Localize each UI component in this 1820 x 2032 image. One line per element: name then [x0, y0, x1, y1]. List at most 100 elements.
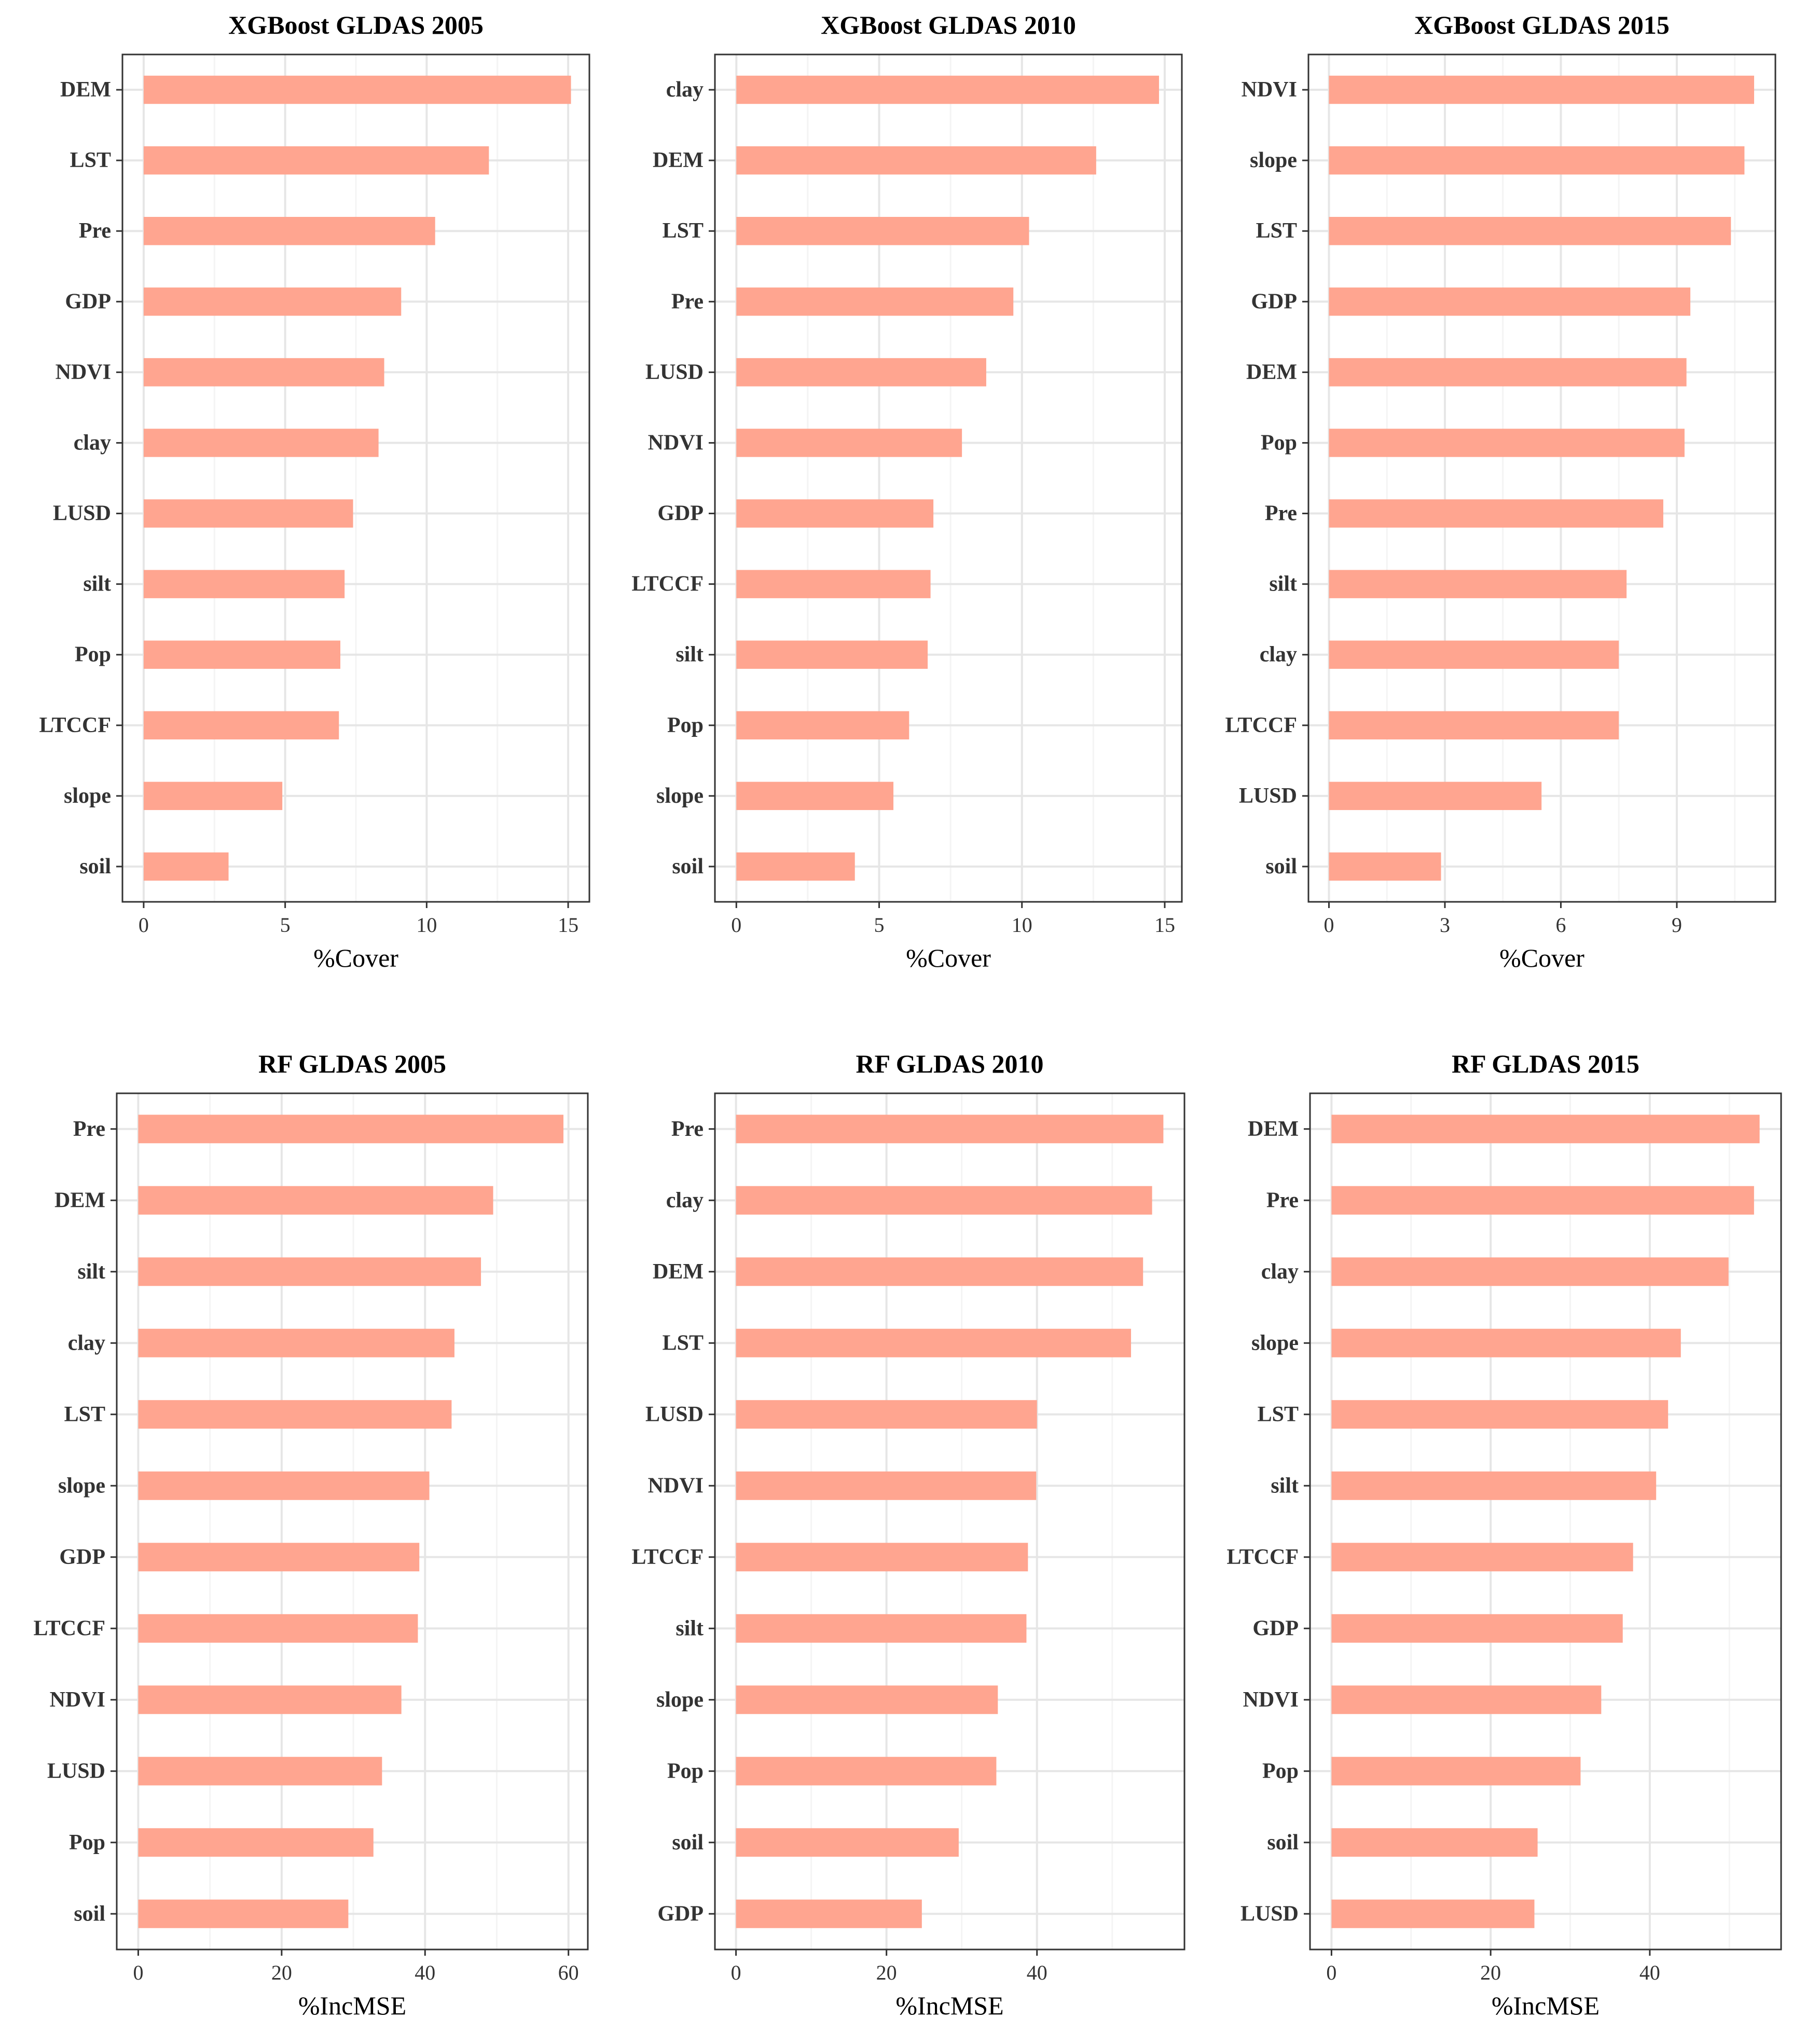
y-tick-label: LST	[1258, 1403, 1299, 1426]
bar-clay	[736, 1186, 1152, 1215]
y-tick-label: slope	[1251, 1331, 1299, 1355]
x-tick-label: 15	[558, 913, 578, 937]
bar-lusd	[143, 499, 353, 528]
bar-pop	[736, 1756, 997, 1786]
x-tick-label: 0	[139, 913, 149, 937]
y-tick-label: DEM	[653, 1260, 704, 1284]
panel-frame	[714, 53, 1183, 903]
bar-silt	[736, 1614, 1027, 1643]
y-tick-label: silt	[83, 572, 111, 596]
bar-soil	[138, 1899, 349, 1928]
panel-title: XGBoost GLDAS 2015	[1414, 10, 1670, 39]
bar-pre	[736, 1115, 1164, 1144]
bar-ltccf	[736, 1543, 1028, 1572]
bar-silt	[1329, 570, 1627, 598]
y-tick-label: silt	[1271, 1474, 1299, 1498]
x-tick-label: 20	[876, 1961, 897, 1984]
bar-ltccf	[143, 711, 339, 740]
bar-lusd	[1331, 1899, 1535, 1928]
y-tick-label: NDVI	[648, 1474, 704, 1498]
x-axis-label: %IncMSE	[298, 1991, 406, 2020]
y-tick-label: slope	[64, 784, 111, 808]
x-tick-label: 9	[1672, 913, 1682, 937]
bar-soil	[1329, 852, 1441, 881]
y-tick-label: NDVI	[648, 431, 704, 455]
bar-clay	[1331, 1257, 1729, 1286]
y-tick-label: soil	[79, 855, 111, 878]
bar-pop	[143, 640, 340, 669]
bar-gdp	[138, 1543, 420, 1572]
y-tick-label: clay	[666, 78, 704, 102]
panel-1: DEM LST Pre GDP NDVI clay LUSD silt Pop LTCCF slop…	[39, 10, 590, 972]
y-tick-label: silt	[675, 1616, 704, 1640]
bar-ndvi	[736, 429, 962, 457]
bar-lst	[736, 1328, 1132, 1357]
y-tick-label: clay	[68, 1331, 105, 1355]
x-tick-label: 10	[416, 913, 437, 937]
bar-silt	[143, 570, 345, 598]
y-tick-label: GDP	[657, 502, 704, 526]
x-tick-label: 40	[1027, 1961, 1047, 1984]
y-tick-label: Pre	[79, 219, 111, 243]
panel-title: RF GLDAS 2015	[1452, 1049, 1639, 1078]
panel-frame	[1309, 1092, 1782, 1951]
y-tick-label: LTCCF	[34, 1616, 106, 1640]
y-tick-label: Pre	[671, 290, 704, 313]
y-tick-label: soil	[1265, 855, 1297, 878]
y-tick-label: Pop	[69, 1831, 105, 1855]
bar-lst	[143, 146, 489, 175]
panel-title: RF GLDAS 2005	[258, 1049, 446, 1078]
bar-pre	[1329, 499, 1663, 528]
x-tick-label: 60	[558, 1961, 579, 1984]
x-tick-label: 6	[1556, 913, 1566, 937]
y-tick-label: DEM	[653, 148, 704, 172]
y-tick-label: LTCCF	[632, 572, 704, 596]
x-axis-label: %Cover	[1499, 943, 1584, 972]
bar-slope	[1331, 1328, 1681, 1357]
bar-ltccf	[138, 1614, 418, 1643]
y-tick-label: Pop	[1261, 431, 1297, 455]
y-tick-label: slope	[58, 1474, 105, 1498]
bar-slope	[143, 781, 283, 811]
y-tick-label: NDVI	[1243, 1688, 1299, 1712]
x-tick-label: 40	[415, 1961, 435, 1984]
x-tick-label: 0	[1326, 1961, 1336, 1984]
bar-clay	[143, 429, 379, 457]
y-tick-label: NDVI	[56, 360, 111, 384]
y-tick-label: silt	[675, 643, 704, 667]
bar-silt	[736, 640, 928, 669]
y-tick-label: Pop	[75, 643, 111, 667]
bar-silt	[1331, 1471, 1657, 1500]
bar-dem	[736, 146, 1096, 175]
y-tick-label: LST	[1256, 219, 1297, 243]
x-tick-label: 10	[1012, 913, 1032, 937]
bar-slope	[138, 1471, 430, 1500]
bar-clay	[1329, 640, 1619, 669]
y-tick-label: LTCCF	[39, 713, 112, 737]
y-tick-label: LTCCF	[632, 1545, 704, 1569]
bar-gdp	[143, 287, 402, 316]
bar-ndvi	[138, 1685, 402, 1714]
bar-pop	[736, 711, 909, 740]
y-tick-label: LST	[663, 219, 704, 243]
bar-soil	[736, 1828, 959, 1857]
y-tick-label: GDP	[59, 1545, 105, 1569]
y-tick-label: clay	[74, 431, 111, 455]
y-tick-label: slope	[1250, 148, 1297, 172]
y-tick-label: silt	[77, 1260, 105, 1284]
x-tick-label: 0	[1323, 913, 1334, 937]
y-tick-label: clay	[1261, 1260, 1299, 1284]
bar-pop	[138, 1828, 374, 1857]
y-tick-label: DEM	[60, 78, 111, 102]
bar-ltccf	[1331, 1543, 1633, 1572]
x-tick-label: 40	[1639, 1961, 1660, 1984]
bar-soil	[143, 852, 229, 881]
y-tick-label: Pre	[1266, 1188, 1299, 1212]
y-tick-label: GDP	[65, 290, 111, 313]
x-tick-label: 0	[133, 1961, 143, 1984]
bar-lusd	[736, 1400, 1037, 1429]
panel-6: DEM Pre clay slope LST silt LTCCF GDP NDVI Pop soi…	[1227, 1049, 1782, 2020]
y-tick-label: soil	[672, 1831, 704, 1855]
